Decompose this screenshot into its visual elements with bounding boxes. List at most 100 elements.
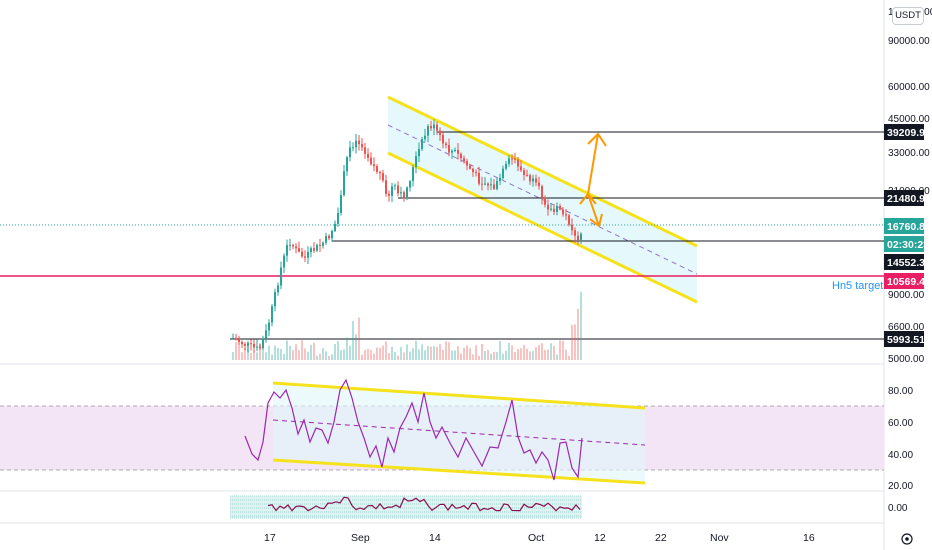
price-label-14552[interactable]: 14552.34: [884, 254, 931, 270]
volume-bar: [490, 353, 492, 360]
volume-bar: [460, 353, 462, 360]
projection-arrows[interactable]: [579, 132, 607, 228]
volume-bar: [241, 352, 243, 360]
candle-body: [313, 248, 315, 251]
volume-bar: [559, 340, 561, 360]
currency-button[interactable]: USDT: [892, 7, 924, 25]
volume-bar: [274, 345, 276, 360]
svg-text:21480.92: 21480.92: [887, 193, 931, 205]
volume-bar: [529, 351, 531, 360]
candle-body: [556, 206, 558, 212]
volume-bar: [334, 343, 336, 360]
volume-bar: [481, 343, 483, 360]
candle-body: [292, 244, 294, 247]
time-tick: Nov: [710, 532, 729, 544]
channel-upper-line[interactable]: [387, 95, 698, 248]
candle-body: [496, 180, 498, 189]
candle-body: [388, 193, 390, 196]
candle-body: [469, 165, 471, 169]
volume-bar: [475, 345, 477, 360]
rsi-channel-fill[interactable]: [273, 383, 645, 483]
volume-bar: [556, 354, 558, 360]
volume-bar: [268, 345, 270, 360]
volume-bar: [244, 348, 246, 360]
candle-body: [328, 235, 330, 239]
candle-body: [430, 126, 432, 129]
time-axis[interactable]: 17 Sep 14 Oct 12 22 Nov 16: [264, 532, 815, 544]
candle-body: [439, 130, 441, 135]
volume-bar: [418, 349, 420, 360]
rsi-channel-upper[interactable]: [272, 381, 646, 410]
rsi-channel-middle[interactable]: [272, 419, 646, 446]
channel-lower-line[interactable]: [387, 151, 698, 304]
last-price-label[interactable]: 16760.88 02:30:23: [884, 218, 931, 252]
volume-bar: [517, 349, 519, 360]
price-label-10569[interactable]: 10569.48: [884, 273, 931, 289]
rsi-channel-lower[interactable]: [272, 458, 646, 485]
settings-gear-icon[interactable]: [901, 533, 913, 545]
volume-bar: [472, 354, 474, 360]
volume-bar: [520, 348, 522, 360]
volume-bar: [535, 347, 537, 360]
candle-body: [334, 223, 336, 231]
rsi-line: [244, 378, 583, 481]
volume-bar: [508, 342, 510, 360]
volume-bar: [451, 350, 453, 360]
volume-bar: [454, 350, 456, 360]
rsi-axis[interactable]: 80.00 60.00 40.00 20.00: [888, 386, 913, 492]
volume-bar: [352, 321, 354, 360]
price-label-5993[interactable]: 5993.51: [884, 331, 925, 347]
volume-bar: [262, 341, 264, 360]
candle-body: [376, 166, 378, 172]
volume-bar: [322, 348, 324, 360]
candle-body: [418, 149, 420, 157]
volume-bar: [397, 355, 399, 360]
price-label-21480[interactable]: 21480.92: [884, 190, 931, 206]
price-axis[interactable]: 100000.00 90000.00 60000.00 45000.00 330…: [888, 7, 932, 365]
price-tick: 45000.00: [888, 114, 930, 125]
volume-bar: [541, 343, 543, 360]
candle-body: [481, 183, 483, 185]
candle-body: [271, 306, 273, 323]
volume-bar: [406, 344, 408, 360]
candle-body: [409, 181, 411, 188]
volume-bars: [232, 291, 582, 360]
price-tick: 6600.00: [888, 322, 925, 333]
candle-body: [379, 171, 381, 174]
volume-bar: [562, 340, 564, 360]
volume-bar: [565, 349, 567, 360]
volume-bar: [280, 348, 282, 360]
candle-body: [529, 175, 531, 182]
volume-bar: [505, 350, 507, 360]
volume-bar: [370, 350, 372, 360]
volume-bar: [373, 353, 375, 360]
candle-body: [319, 244, 321, 246]
target-annotation[interactable]: Hn5 target: [832, 280, 883, 292]
candle-body: [523, 170, 525, 175]
candle-body: [250, 343, 252, 345]
price-tick: 33000.00: [888, 148, 930, 159]
volume-bar: [256, 352, 258, 360]
volume-bar: [382, 345, 384, 360]
candle-body: [493, 184, 495, 189]
volume-bar: [361, 354, 363, 360]
candle-body: [466, 161, 468, 166]
candle-body: [565, 214, 567, 216]
candle-body: [421, 139, 423, 150]
osc-grid: [230, 495, 582, 519]
candle-body: [277, 285, 279, 293]
volume-bar: [355, 334, 357, 360]
candle-body: [526, 174, 528, 176]
osc-line: [267, 496, 581, 512]
candle-body: [553, 208, 555, 212]
volume-bar: [409, 351, 411, 360]
volume-bar: [376, 347, 378, 360]
volume-bar: [442, 349, 444, 360]
price-label-39209[interactable]: 39209.92: [884, 124, 931, 140]
volume-bar: [235, 341, 237, 360]
volume-bar: [331, 354, 333, 360]
volume-bar: [277, 348, 279, 360]
volume-bar: [433, 346, 435, 360]
volume-bar: [238, 343, 240, 360]
